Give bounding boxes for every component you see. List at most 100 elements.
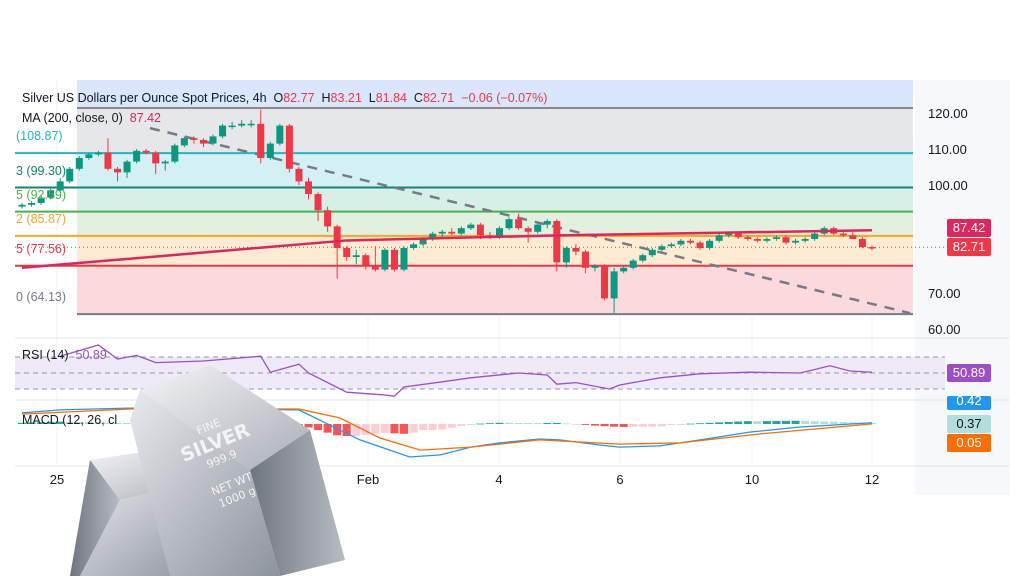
candle-up <box>438 231 446 234</box>
candle-up <box>94 152 102 155</box>
macd-histogram-bar <box>46 421 55 424</box>
candle-down <box>333 226 341 248</box>
candle-up <box>706 240 714 248</box>
candle-down <box>314 194 322 211</box>
rsi-label: RSI (14) <box>22 348 69 362</box>
candle-down <box>152 152 160 164</box>
candle-up <box>610 271 618 299</box>
candle-down <box>257 123 265 158</box>
price-axis-label: 110.00 <box>928 142 967 157</box>
candle-up <box>247 123 255 126</box>
macd-histogram-bar <box>810 421 819 424</box>
candle-up <box>180 138 188 146</box>
candle-down <box>782 237 790 243</box>
macd-histogram-bar <box>772 420 781 424</box>
candle-down <box>114 168 121 173</box>
chart-legend: Silver US Dollars per Ounce Spot Prices,… <box>22 91 547 105</box>
macd-label: MACD (12, 26, cl <box>22 413 118 427</box>
candle-up <box>562 248 570 263</box>
candle-down <box>362 255 370 266</box>
macd-histogram-bar <box>390 424 399 434</box>
macd-histogram-bar <box>676 423 685 425</box>
rsi-legend[interactable]: RSI (14) 50.89 <box>22 348 107 362</box>
low-value: 81.84 <box>375 91 407 105</box>
candle-up <box>37 197 45 203</box>
candle-up <box>496 228 503 238</box>
macd-histogram-bar <box>457 424 466 426</box>
macd-histogram-bar <box>619 424 628 427</box>
ma-legend[interactable]: MA (200, close, 0) 87.42 <box>22 111 161 125</box>
price-axis-label: 70.00 <box>928 286 961 301</box>
open-value: 82.77 <box>283 91 315 105</box>
ma200-line <box>21 229 872 270</box>
macd-histogram-bar <box>123 423 132 424</box>
candle-down <box>849 235 857 239</box>
fib-band <box>77 187 913 212</box>
candle-down <box>371 266 379 270</box>
date-label: 4 <box>495 472 503 487</box>
macd-histogram-bar <box>304 424 313 428</box>
candle-down <box>734 233 742 238</box>
fib-band <box>77 153 913 188</box>
macd-histogram-bar <box>447 424 456 428</box>
candle-down <box>476 224 484 236</box>
candle-down <box>687 240 694 243</box>
candle-up <box>266 143 274 158</box>
candle-down <box>343 248 351 257</box>
macd-histogram-bar <box>476 423 485 425</box>
macd-histogram-bar <box>409 424 418 433</box>
macd-histogram-bar <box>734 421 743 424</box>
open-label: O <box>273 91 284 105</box>
fib-level-label: 2 (85.87) <box>16 211 67 226</box>
candle-up <box>123 161 131 173</box>
macd-histogram-bar <box>333 424 342 436</box>
candle-up <box>429 233 437 239</box>
candle-down <box>142 150 150 153</box>
candle-up <box>75 158 83 169</box>
macd-histogram-bar <box>514 422 523 424</box>
macd-histogram-bar <box>629 424 638 427</box>
macd-histogram-bar <box>103 422 112 424</box>
fib-level-label: 5 (77.56) <box>16 241 67 256</box>
macd-legend[interactable]: MACD (12, 26, cl <box>22 413 117 427</box>
candle-up <box>133 150 141 162</box>
candle-down <box>390 249 398 270</box>
candle-up <box>725 233 733 236</box>
candle-down <box>199 140 207 144</box>
macd-histogram-bar <box>352 424 361 436</box>
candle-up <box>161 161 169 164</box>
candle-up <box>715 235 723 241</box>
candle-up <box>772 237 780 239</box>
macd-histogram-bar <box>113 422 122 424</box>
rsi-value-badge: 50.89 <box>947 364 991 382</box>
candle-down <box>190 138 198 140</box>
candle-down <box>572 248 580 252</box>
candle-down <box>295 168 303 182</box>
candle-up <box>591 266 599 268</box>
histogram-value-badge: 0.37 <box>947 415 991 433</box>
ma-value: 87.42 <box>129 111 161 125</box>
macd-histogram-bar <box>581 424 590 425</box>
rsi-value: 50.89 <box>75 348 107 362</box>
fib-level-label: 5 (92.59) <box>16 187 67 202</box>
candle-down <box>858 239 866 248</box>
close-label: C <box>413 91 423 105</box>
low-label: L <box>368 91 376 105</box>
macd-histogram-bar <box>638 424 647 427</box>
macd-histogram-bar <box>485 423 494 424</box>
macd-histogram-bar <box>56 421 65 424</box>
date-label: Feb <box>356 472 380 487</box>
candle-up <box>543 221 551 225</box>
macd-histogram-bar <box>829 421 838 424</box>
fib-level-label: 3 (99.30) <box>16 163 67 178</box>
candle-down <box>839 233 847 236</box>
macd-histogram-bar <box>524 423 533 424</box>
macd-histogram-bar <box>610 424 619 427</box>
candle-up <box>467 224 475 229</box>
candle-up <box>792 240 800 243</box>
candle-up <box>171 145 179 162</box>
macd-histogram-bar <box>848 422 857 424</box>
macd-value-badge: 0.42 <box>947 396 991 410</box>
candle-up <box>28 203 36 205</box>
